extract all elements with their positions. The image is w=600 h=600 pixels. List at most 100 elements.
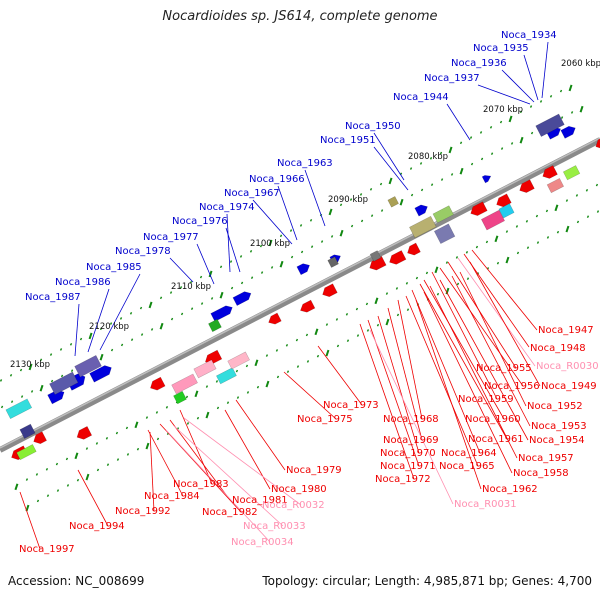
forward-leader-line [541, 41, 549, 99]
reverse-leader-line [469, 261, 541, 387]
forward-gene-label: Noca_1985 [86, 262, 142, 273]
gene-feature [535, 113, 565, 137]
scale-tick [205, 385, 209, 388]
forward-gene-label: Noca_1966 [249, 174, 305, 185]
scale-tick [46, 494, 50, 498]
reverse-leader-line [423, 279, 505, 420]
scale-tick [145, 416, 149, 419]
scale-tick [235, 369, 239, 373]
scale-tick [388, 177, 393, 185]
forward-gene-label: Noca_1950 [345, 121, 401, 132]
scale-tick [519, 136, 524, 144]
scale-tick [560, 116, 564, 119]
forward-leader-line [252, 199, 293, 245]
gene-feature [268, 312, 282, 325]
forward-gene-label: Noca_1944 [393, 92, 449, 103]
reverse-gene-label: Noca_1972 [375, 474, 431, 485]
scale-tick [208, 270, 213, 278]
reverse-leader-line [359, 323, 415, 480]
scale-tick [370, 214, 374, 218]
scale-tick [275, 349, 279, 352]
scale-tick [505, 230, 509, 233]
gene-feature [16, 444, 37, 461]
gene-feature [470, 201, 488, 216]
scale-tick [39, 384, 44, 392]
scale-tick [396, 313, 400, 317]
scale-tick [459, 167, 464, 175]
scale-tick [56, 489, 60, 492]
scale-tick [39, 358, 43, 362]
rna-leader-line [183, 417, 302, 506]
gene-feature [409, 215, 437, 239]
scale-tick [0, 405, 4, 409]
forward-leader-line [523, 54, 539, 101]
label-leader-lines [19, 41, 549, 550]
reverse-leader-line [397, 299, 423, 420]
scale-tick [20, 395, 24, 398]
scale-label: 2130 kbp [10, 360, 50, 370]
scale-tick [535, 214, 539, 218]
forward-leader-line [373, 132, 405, 181]
scale-tick [169, 291, 173, 294]
scale-tick [489, 125, 493, 129]
scale-tick [469, 136, 473, 139]
forward-leader-line [196, 243, 215, 285]
scale-tick [66, 484, 70, 487]
scale-tick [279, 260, 284, 268]
rna-leader-line [369, 329, 454, 505]
forward-gene-label: Noca_1934 [501, 30, 557, 41]
scale-tick [109, 322, 113, 325]
scale-tick [139, 306, 143, 310]
scale-tick [465, 250, 469, 254]
scale-tick [99, 327, 103, 331]
reverse-leader-line [19, 491, 41, 550]
reverse-gene-label: Noca_1959 [458, 394, 514, 405]
reverse-leader-line [459, 271, 527, 407]
scale-tick [230, 286, 234, 290]
scale-tick [88, 332, 93, 340]
scale-tick [306, 360, 310, 363]
scale-tick [226, 401, 230, 405]
scale-tick [448, 146, 453, 154]
scale-tick [554, 204, 559, 212]
gene-feature [173, 390, 187, 405]
scale-tick [420, 188, 424, 192]
scale-tick [409, 167, 413, 170]
reverse-gene-label: Noca_1981 [232, 495, 288, 506]
forward-leader-line [477, 84, 531, 105]
gene-feature [208, 318, 222, 333]
scale-tick [356, 334, 360, 337]
reverse-leader-line [419, 283, 508, 440]
rna-gene-label: Noca_R0033 [243, 521, 306, 532]
scale-tick [339, 229, 344, 237]
scale-tick [79, 337, 83, 341]
reverse-leader-line [77, 469, 109, 527]
scale-tick [376, 323, 380, 327]
gene-feature [519, 179, 535, 193]
gene-feature [193, 359, 217, 379]
scale-tick [595, 183, 599, 187]
reverse-gene-label: Noca_1970 [380, 448, 436, 459]
scale-tick [346, 339, 350, 343]
gene-feature [33, 431, 47, 445]
reverse-gene-label: Noca_1971 [380, 461, 436, 472]
scale-tick [579, 105, 584, 113]
gene-feature [232, 291, 252, 306]
scale-tick [268, 239, 273, 247]
scale-tick [116, 458, 120, 461]
forward-gene-label: Noca_1977 [143, 232, 199, 243]
scale-label: 2060 kbp [561, 59, 600, 69]
gene-feature [562, 165, 581, 181]
reverse-leader-line [451, 275, 531, 427]
rna-gene-label: Noca_R0030 [536, 361, 599, 372]
scale-tick [185, 395, 189, 399]
forward-leader-line [74, 303, 80, 357]
forward-leader-line [373, 146, 409, 191]
reverse-gene-label: Noca_1992 [115, 506, 171, 517]
gene-feature [387, 196, 399, 208]
reverse-leader-line [423, 291, 513, 474]
reverse-gene-label: Noca_1984 [144, 491, 200, 502]
reverse-leader-line [471, 249, 538, 331]
scale-tick [25, 504, 30, 512]
scale-tick [145, 442, 150, 450]
